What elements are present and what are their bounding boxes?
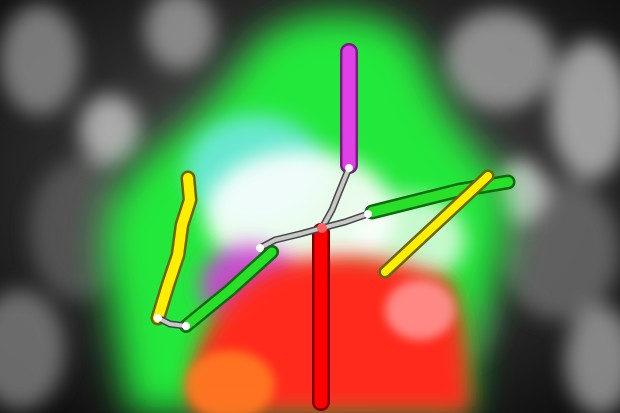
skeleton-connectors <box>154 164 372 330</box>
limb-right-lower-arm <box>378 169 495 279</box>
skeleton-joints <box>154 164 372 330</box>
limb-left-lower-arm <box>179 245 279 333</box>
segmentation-mask <box>104 14 507 413</box>
pose-skeleton <box>150 43 516 411</box>
limb-left-upper-arm <box>150 170 198 326</box>
